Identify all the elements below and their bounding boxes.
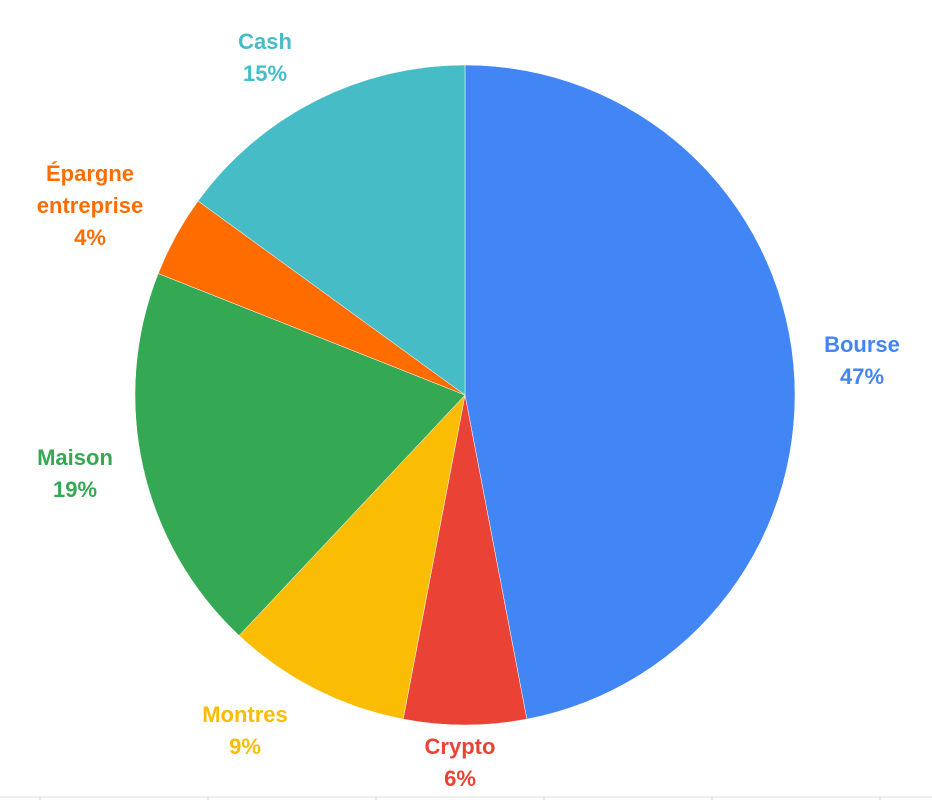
pie-slice-crypto	[402, 394, 528, 726]
pie-slice-maison	[134, 273, 466, 636]
slice-label-maison: Maison 19%	[37, 445, 113, 502]
slice-labels: Bourse 47% Crypto 6% Montres 9% Maison 19% Éparg…	[37, 29, 900, 791]
slice-category-label: Épargne	[46, 161, 134, 186]
slice-category-label: entreprise	[37, 193, 143, 218]
pie-slice-bourse	[464, 64, 796, 720]
slice-label-bourse: Bourse 47%	[824, 332, 900, 389]
slice-value-label: 47%	[840, 364, 884, 389]
pie-slice-montres	[238, 394, 466, 720]
slice-category-label: Bourse	[824, 332, 900, 357]
slice-category-label: Cash	[238, 29, 292, 54]
slice-value-label: 6%	[444, 766, 476, 791]
slice-category-label: Maison	[37, 445, 113, 470]
slice-value-label: 15%	[243, 61, 287, 86]
slice-label-epargne-entreprise: Épargne entreprise 4%	[37, 161, 143, 250]
slice-label-cash: Cash 15%	[238, 29, 292, 86]
baseline-ticks	[39, 797, 881, 800]
pie-slice-cash	[197, 64, 466, 396]
slice-value-label: 9%	[229, 734, 261, 759]
pie-slices	[134, 64, 796, 726]
slice-category-label: Crypto	[425, 734, 496, 759]
slice-label-montres: Montres 9%	[202, 702, 288, 759]
slice-value-label: 19%	[53, 477, 97, 502]
slice-category-label: Montres	[202, 702, 288, 727]
slice-label-crypto: Crypto 6%	[425, 734, 496, 791]
slice-value-label: 4%	[74, 225, 106, 250]
